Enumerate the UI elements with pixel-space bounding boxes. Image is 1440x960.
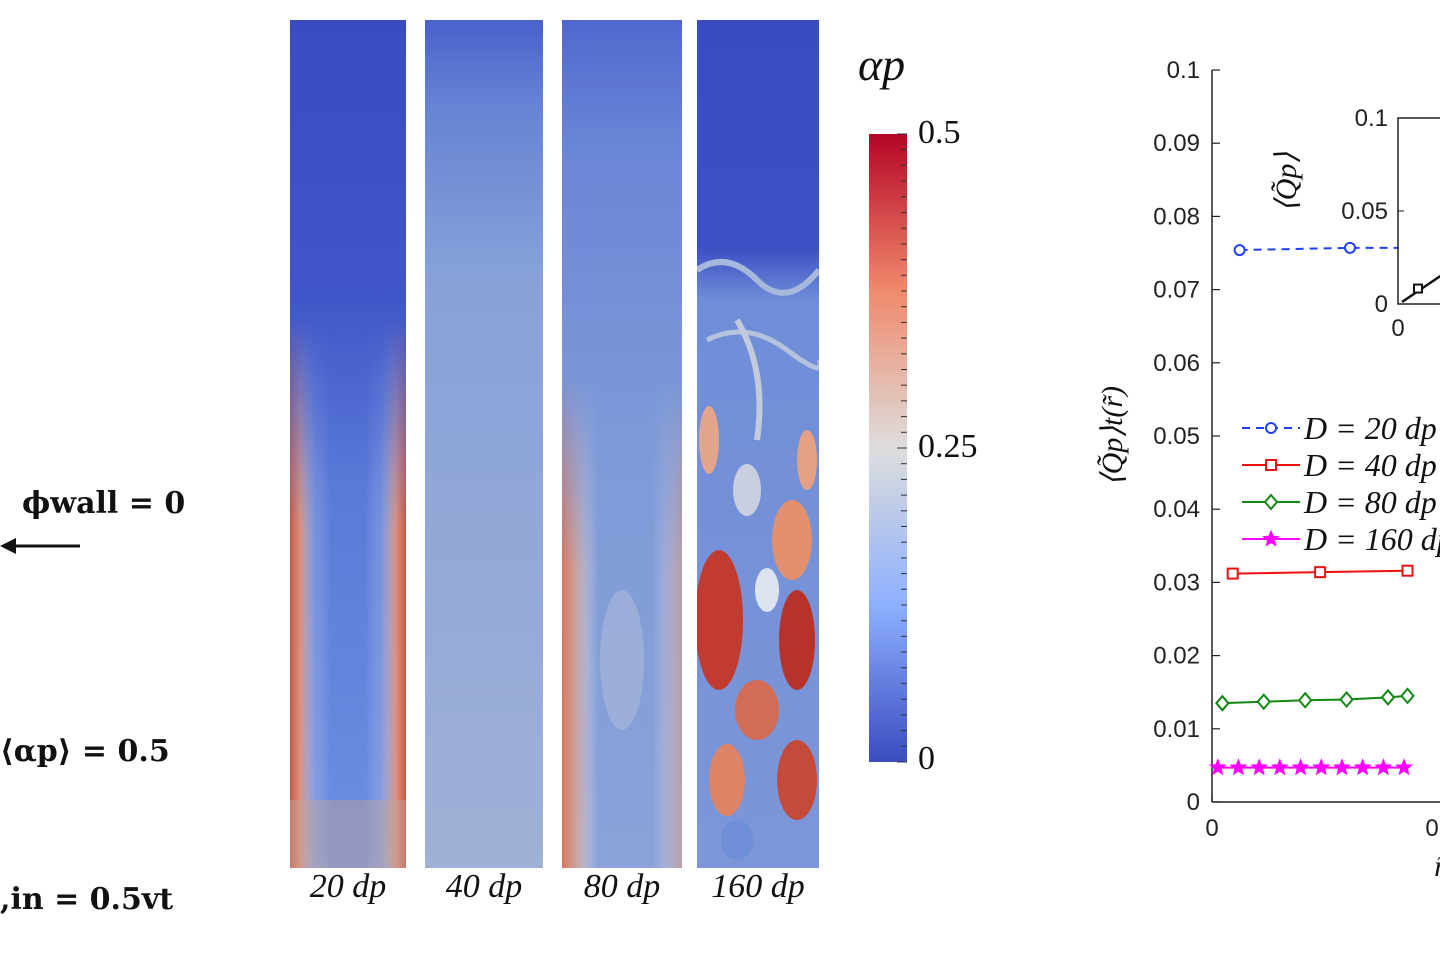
y-axis-label: ⟨Q̃p⟩t(r̃) [1096,386,1129,486]
y-tick-label: 0.05 [1153,423,1200,450]
contour-panel-160dp [697,20,819,868]
colorbar [869,133,907,763]
legend-label: D = 20 dp [1303,410,1437,446]
colorbar-tick-mid: 0.25 [918,428,978,465]
panel-label-160dp: 160 dp [711,868,805,905]
series-2 [1215,687,1415,712]
contour-panel-80dp [562,20,682,868]
inflow-label: ,in = 0.5vt [0,882,174,917]
series-0 [1233,241,1414,257]
inset-y-tick-label: 0 [1375,291,1388,318]
y-tick-label: 0 [1187,789,1200,816]
inset-x-tick-label: 0 [1391,315,1404,342]
inset-y-tick-label: 0.1 [1355,105,1388,132]
data-point [1312,758,1331,776]
contour-panel-40dp [425,20,543,868]
x-tick-label: 0 [1205,815,1218,842]
data-point [1395,758,1413,776]
series-3 [1208,758,1413,776]
colorbar-title: αp [858,39,906,90]
inset-y-label: ⟨Q̃p⟩ [1270,152,1303,212]
data-point [1250,758,1269,776]
series-line [1239,246,1408,252]
data-point [1256,693,1272,711]
colorbar-tick-min: 0 [918,740,935,777]
inset-marker [1413,283,1423,294]
data-point [1374,758,1393,776]
legend-label: D = 160 dp [1303,521,1440,557]
data-point [1314,566,1327,579]
y-tick-label: 0.08 [1153,203,1200,230]
x-axis-label: r̃ [1434,850,1440,883]
y-tick-label: 0.09 [1153,130,1200,157]
wall-bc-label: ϕwall = 0 [22,486,186,521]
y-tick-label: 0.02 [1153,643,1200,670]
inset-frame [1397,117,1440,305]
data-point [1401,564,1414,577]
panel-label-20dp: 20 dp [309,868,387,905]
data-point [1226,567,1239,580]
y-tick-label: 0.03 [1153,569,1200,596]
data-point [1353,758,1372,776]
data-point [1380,688,1396,706]
legend-marker [1262,529,1280,547]
series-1 [1226,564,1414,580]
data-point [1215,694,1230,712]
colorbar-tick-max: 0.5 [918,114,961,151]
inset-y-tick-label: 0.05 [1341,198,1388,225]
data-point [1400,687,1415,705]
data-point [1233,244,1246,257]
data-point [1297,691,1313,709]
data-point [1344,241,1356,254]
data-point [1339,690,1354,709]
y-tick-label: 0.01 [1153,716,1200,743]
series-line [1222,694,1408,705]
data-point [1229,758,1248,776]
legend-marker [1263,493,1279,511]
panel-label-40dp: 40 dp [445,868,523,905]
y-tick-label: 0.07 [1153,277,1200,304]
legend-label: D = 40 dp [1303,447,1437,483]
y-tick-label: 0.04 [1153,496,1200,523]
contour-panel-20dp [290,20,406,868]
data-point [1333,758,1351,776]
profile-chart: 0 0.01 0.02 0.03 0.04 0.05 0.06 0.07 0.08 0.09 0.1… [1096,57,1440,883]
legend-label: D = 80 dp [1303,484,1437,520]
data-point [1208,758,1227,776]
y-tick-label: 0.1 [1167,57,1200,84]
y-tick-label: 0.06 [1153,350,1200,377]
mean-fraction-label: ⟨αp⟩ = 0.5 [0,734,170,769]
data-point [1291,758,1310,776]
panel-label-80dp: 80 dp [583,868,661,905]
inset-line [1401,274,1440,304]
wall-arrow [0,538,80,554]
legend-marker [1265,422,1277,434]
legend-marker [1265,459,1277,471]
data-point [1270,758,1289,776]
x-tick-label: 0.1 [1425,815,1440,842]
